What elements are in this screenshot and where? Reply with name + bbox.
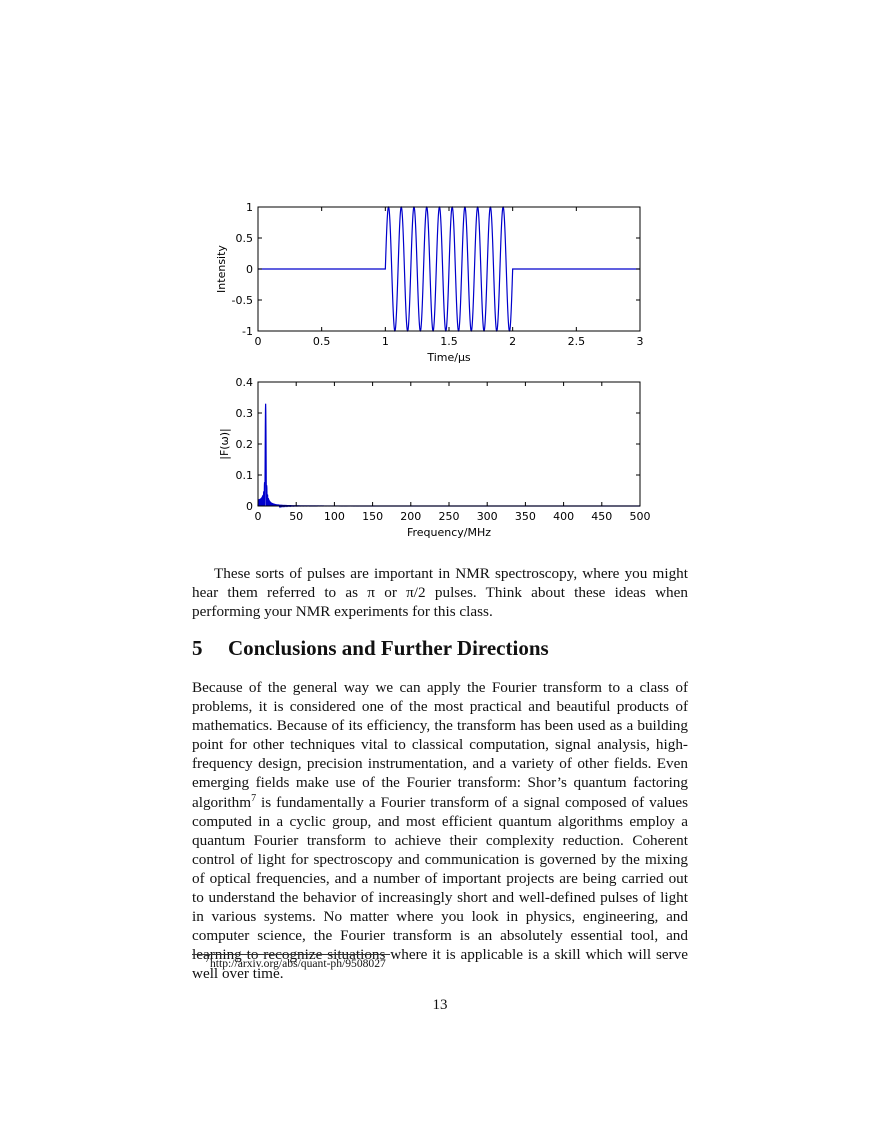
x-tick-label: 1.5	[440, 335, 458, 348]
y-tick-label: -1	[242, 325, 253, 338]
x-tick-label: 2	[509, 335, 516, 348]
section-title: Conclusions and Further Directions	[228, 636, 549, 660]
spectrum-line	[257, 403, 640, 509]
y-axis-label: Intensity	[215, 245, 228, 293]
y-tick-label: 1	[246, 201, 253, 214]
paragraph-text: Because of the general way we can apply …	[192, 679, 688, 811]
y-axis-label: |F(ω)|	[218, 428, 231, 460]
x-axis-label: Frequency/MHz	[407, 526, 491, 539]
x-tick-label: 200	[400, 510, 421, 523]
page-number: 13	[432, 997, 448, 1013]
x-tick-label: 0.5	[313, 335, 331, 348]
x-axis: 0 0.5 1 1.5 2 2.5 3	[255, 207, 644, 348]
y-axis: -1 -0.5 0 0.5 1	[232, 201, 640, 338]
x-axis: 0 50 100 150 200 250 300 350 400 450 500	[255, 382, 651, 523]
x-tick-label: 400	[553, 510, 574, 523]
signal-line	[258, 206, 640, 332]
footnote-url[interactable]: http://arxiv.org/abs/quant-ph/9508027	[210, 957, 386, 970]
y-tick-label: 0.1	[236, 469, 254, 482]
paragraph-nmr-pulses: These sorts of pulses are important in N…	[192, 565, 688, 621]
y-tick-label: 0	[246, 500, 253, 513]
x-tick-label: 50	[289, 510, 303, 523]
footnote: 7http://arxiv.org/abs/quant-ph/9508027	[205, 954, 386, 970]
x-tick-label: 250	[439, 510, 460, 523]
x-tick-label: 350	[515, 510, 536, 523]
footnote-number: 7	[205, 954, 210, 966]
section-heading: 5 Conclusions and Further Directions	[192, 636, 549, 661]
x-tick-label: 0	[255, 510, 262, 523]
y-tick-label: 0.3	[236, 407, 254, 420]
y-tick-label: 0.2	[236, 438, 254, 451]
plot-frame	[257, 381, 641, 507]
x-tick-label: 3	[637, 335, 644, 348]
x-tick-label: 150	[362, 510, 383, 523]
footnote-rule	[192, 954, 390, 955]
section-number: 5	[192, 636, 203, 660]
y-tick-label: -0.5	[232, 294, 253, 307]
y-tick-label: 0	[246, 263, 253, 276]
x-axis-label: Time/μs	[426, 351, 471, 364]
frequency-domain-chart: 0 50 100 150 200 250 300 350 400 450 500 0 0.1 0.2 0.…	[218, 376, 651, 539]
y-tick-label: 0.4	[236, 376, 254, 389]
x-tick-label: 300	[477, 510, 498, 523]
y-axis: 0 0.1 0.2 0.3 0.4	[236, 376, 640, 513]
time-domain-chart: 0 0.5 1 1.5 2 2.5 3 -1 -0.5 0 0.5 1 Time/μs Intens…	[215, 201, 644, 364]
x-tick-label: 500	[630, 510, 651, 523]
x-tick-label: 2.5	[568, 335, 586, 348]
x-tick-label: 1	[382, 335, 389, 348]
x-tick-label: 0	[255, 335, 262, 348]
paragraph-text: is fundamentally a Fourier transform of …	[192, 793, 688, 983]
footnote-marker[interactable]: 7	[251, 792, 257, 804]
paragraph-conclusions: Because of the general way we can apply …	[192, 678, 688, 984]
x-tick-label: 100	[324, 510, 345, 523]
figure: 0 0.5 1 1.5 2 2.5 3 -1 -0.5 0 0.5 1 Time/μs Intens…	[215, 201, 651, 539]
y-tick-label: 0.5	[236, 232, 254, 245]
x-tick-label: 450	[591, 510, 612, 523]
